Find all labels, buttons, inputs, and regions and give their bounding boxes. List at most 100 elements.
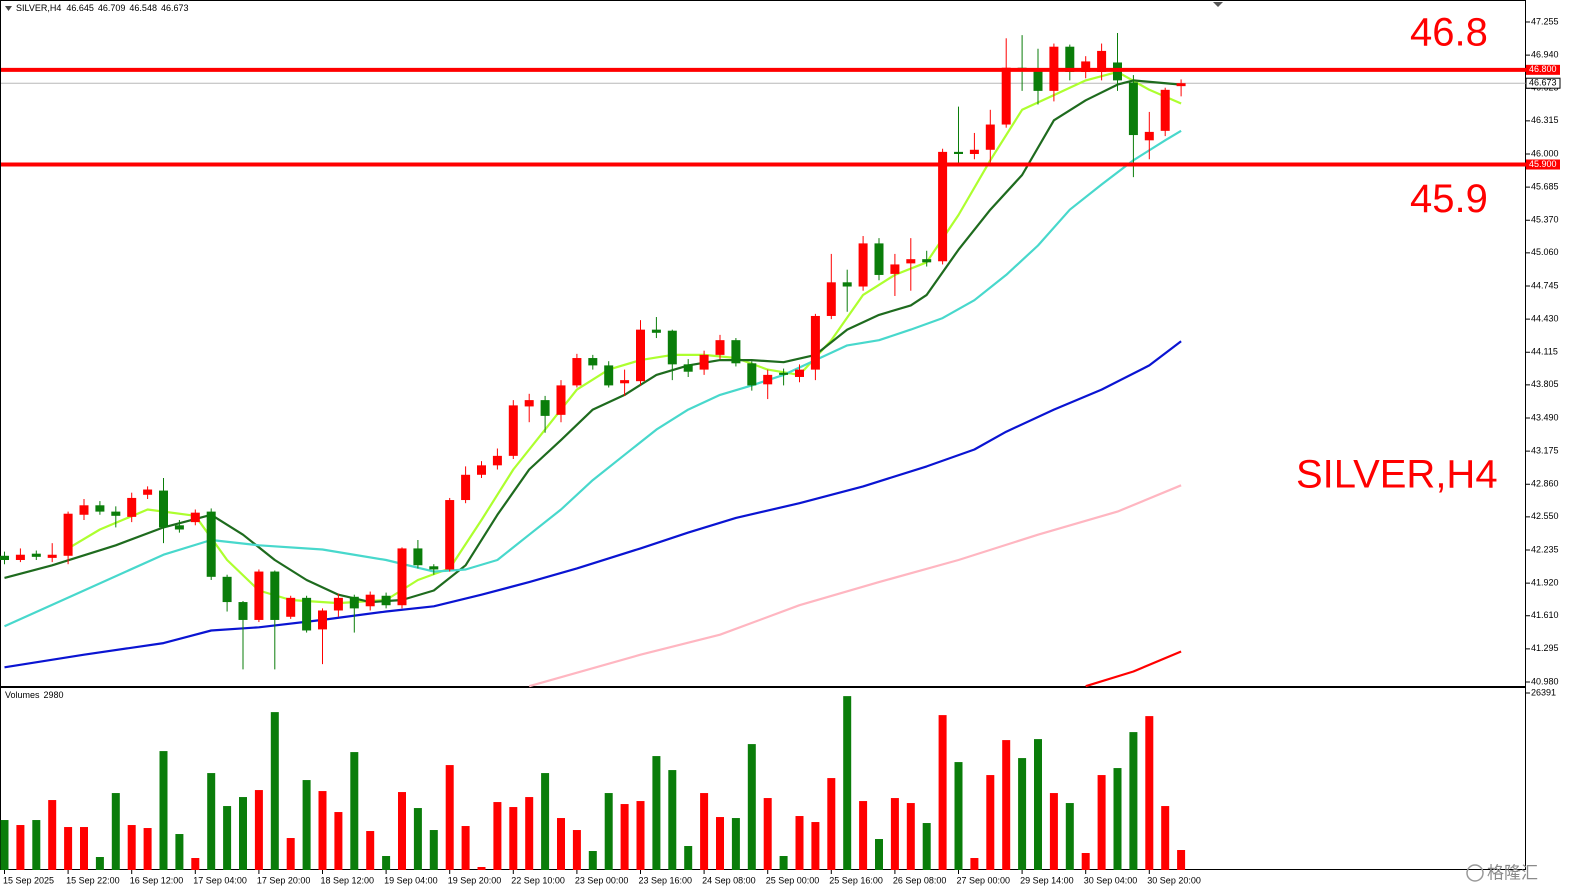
volume-bar <box>1161 806 1170 870</box>
candle-body <box>683 364 693 372</box>
x-tick-label: 15 Sep 22:00 <box>66 875 120 885</box>
candle-body <box>270 571 280 620</box>
candle-body <box>604 365 614 386</box>
candle-body <box>731 340 741 364</box>
volume-bar <box>64 827 73 870</box>
candle-body <box>492 455 502 466</box>
y-tick-label: 46.940 <box>1531 49 1559 59</box>
volume-bar <box>223 806 232 870</box>
volume-bar <box>302 780 311 870</box>
volume-bar <box>843 696 852 870</box>
x-tick-label: 16 Sep 12:00 <box>130 875 184 885</box>
x-tick-label: 30 Sep 04:00 <box>1084 875 1138 885</box>
volume-bar <box>398 792 406 870</box>
candle-body <box>922 259 932 263</box>
x-tick-label: 24 Sep 08:00 <box>702 875 756 885</box>
candle-body <box>333 597 343 611</box>
volume-bar <box>890 798 899 870</box>
x-tick-label: 15 Sep 2025 <box>3 875 54 885</box>
volume-bar <box>970 858 979 870</box>
candle-body <box>63 513 73 556</box>
x-tick-label: 18 Sep 12:00 <box>321 875 375 885</box>
candle-body <box>747 363 757 386</box>
candle-body <box>222 576 232 603</box>
y-tick-label: 41.295 <box>1531 643 1559 653</box>
candle-body <box>159 490 168 528</box>
x-tick-label: 25 Sep 00:00 <box>766 875 820 885</box>
watermark-group: 格隆汇 <box>1466 863 1538 882</box>
main-pane <box>0 0 1526 687</box>
x-tick-label: 30 Sep 20:00 <box>1147 875 1201 885</box>
volume-title: Volumes 2980 <box>5 690 64 700</box>
volume-bar <box>716 817 724 870</box>
candle-body <box>429 566 439 570</box>
symbol-annotation: SILVER,H4 <box>1296 453 1498 497</box>
candle-body <box>413 548 423 566</box>
volume-name: Volumes <box>5 690 40 700</box>
candle-body <box>381 595 391 606</box>
volume-bar <box>811 822 820 870</box>
level-annotation: 45.9 <box>1410 177 1488 221</box>
candle-body <box>1033 69 1043 91</box>
volume-bar <box>1113 768 1122 870</box>
candle-body <box>906 259 916 264</box>
volume-bar <box>429 830 438 870</box>
volume-bar <box>859 801 868 870</box>
volume-bar <box>286 838 295 870</box>
candle-body <box>445 500 455 570</box>
volume-bar <box>382 856 391 870</box>
volume-bar <box>175 834 184 870</box>
y-tick-label: 47.255 <box>1531 16 1559 26</box>
candle-body <box>0 555 9 560</box>
candle-body <box>763 374 773 385</box>
y-tick-label: 44.115 <box>1531 347 1558 357</box>
chart-header: SILVER,H4 46.645 46.709 46.548 46.673 <box>16 3 188 13</box>
candle-body <box>826 282 836 316</box>
level-tag <box>1526 64 1560 75</box>
volume-bar <box>652 756 661 870</box>
x-tick-label: 23 Sep 16:00 <box>639 875 693 885</box>
y-tick-label: 46.315 <box>1531 115 1559 125</box>
volume-bar <box>620 804 629 870</box>
volume-bar <box>445 765 454 870</box>
shift-marker <box>1213 2 1223 7</box>
volume-bar <box>461 826 470 870</box>
volume-bar <box>95 857 104 870</box>
volume-bar <box>875 839 883 870</box>
candle-body <box>969 149 979 154</box>
volume-bar <box>779 856 788 870</box>
candle-body <box>1128 82 1138 136</box>
candle-body <box>206 511 216 577</box>
candle-body <box>1160 89 1170 131</box>
volume-last: 2980 <box>44 690 64 700</box>
y-tick-label: 43.490 <box>1531 412 1559 422</box>
panes <box>0 0 1526 870</box>
candle-body <box>397 548 407 606</box>
volume-bar <box>493 802 502 870</box>
volume-bar <box>525 797 534 870</box>
candle-body <box>1081 61 1091 72</box>
volume-bar <box>32 820 41 870</box>
volume-bar <box>0 820 9 870</box>
candle-body <box>238 602 248 620</box>
symbol: SILVER,H4 <box>16 3 61 13</box>
volume-bar <box>747 744 756 870</box>
y-tick-label: 45.370 <box>1531 215 1559 225</box>
symbol-icon <box>5 6 12 11</box>
candle-body <box>1001 67 1011 125</box>
volume-pane <box>0 687 1526 870</box>
volume-bar <box>906 803 915 870</box>
y-tick-label: 42.550 <box>1531 511 1559 521</box>
volume-bar <box>1034 739 1042 870</box>
candle-body <box>667 330 677 365</box>
volume-bar <box>1018 758 1027 870</box>
level-tag-label: 45.900 <box>1529 159 1557 169</box>
candle-body <box>31 553 41 557</box>
y-tick-label: 40.980 <box>1531 676 1559 686</box>
candle-body <box>795 369 804 377</box>
x-tick-label: 22 Sep 10:00 <box>511 875 565 885</box>
candle-body <box>540 400 550 416</box>
candle-body <box>349 596 359 609</box>
candle-body <box>715 340 725 355</box>
header-value: 46.548 <box>129 3 157 13</box>
